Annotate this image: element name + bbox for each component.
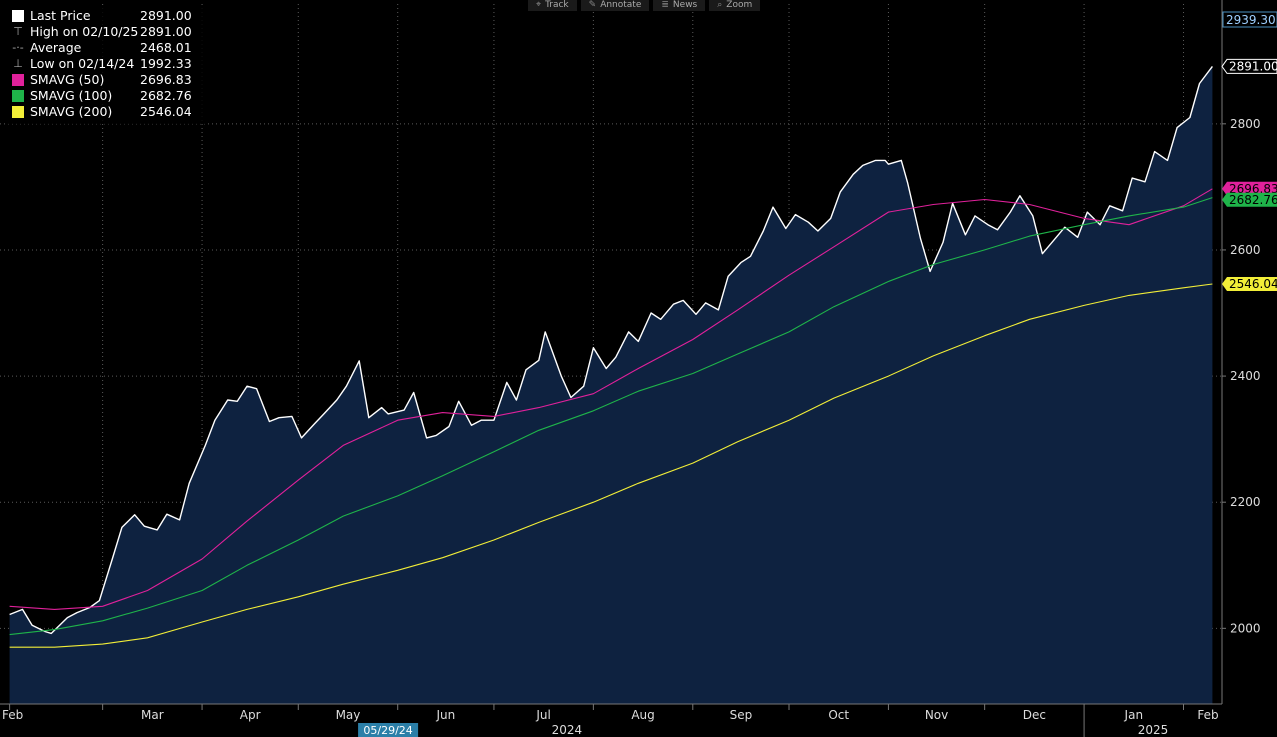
smavg-100-end-tag [1222, 192, 1277, 207]
top-price-label: 2939.30 [1226, 13, 1276, 27]
legend-row: SMAVG (100) 2682.76 [12, 88, 200, 104]
legend-row: SMAVG (50) 2696.83 [12, 72, 200, 88]
y-tick-label: 2000 [1230, 621, 1261, 635]
month-label: Sep [730, 708, 753, 722]
toolbar-zoom-button[interactable]: ⌕ Zoom [709, 0, 761, 11]
smavg-50-end-label: 2696.83 [1229, 182, 1277, 196]
legend-value: 1992.33 [140, 56, 192, 71]
toolbar-news-button[interactable]: ≣ News [653, 0, 706, 11]
month-label: Oct [828, 708, 849, 722]
legend-label: SMAVG (200) [30, 104, 113, 119]
chart-toolbar: ⌖ Track ✎ Annotate ≣ News ⌕ Zoom [528, 0, 761, 11]
month-label: Apr [240, 708, 261, 722]
month-label: Mar [141, 708, 164, 722]
smavg-200-end-label: 2546.04 [1229, 277, 1277, 291]
month-label: Feb [1197, 708, 1218, 722]
legend-label: SMAVG (100) [30, 88, 113, 103]
last-price-end-label: 2891.00 [1229, 59, 1277, 73]
y-tick-label: 2200 [1230, 495, 1261, 509]
crosshair-icon: ⌖ [536, 0, 542, 10]
year-label: 2025 [1138, 723, 1169, 737]
last-price-area [9, 66, 1213, 704]
last-price-line [9, 65, 1213, 635]
legend-glyph-icon: -·- [12, 41, 24, 54]
legend-value: 2468.01 [140, 40, 192, 55]
legend-glyph-icon: ⊥ [13, 57, 23, 70]
legend-swatch [12, 10, 24, 22]
news-icon: ≣ [661, 0, 669, 10]
legend-row: Last Price 2891.00 [12, 8, 200, 24]
year-label: 2024 [552, 723, 583, 737]
legend-label: Last Price [30, 8, 91, 23]
toolbar-track-button[interactable]: ⌖ Track [528, 0, 577, 11]
chart-legend: Last Price 2891.00 ⊤ High on 02/10/25 2891.0… [8, 6, 208, 124]
smavg-50-end-tag [1222, 181, 1277, 196]
smavg-200-end-tag [1222, 277, 1277, 291]
smavg-100-line [9, 197, 1213, 636]
legend-swatch [12, 90, 24, 102]
legend-value: 2891.00 [140, 24, 192, 39]
month-label: Aug [631, 708, 654, 722]
legend-label: Average [30, 40, 82, 55]
month-label: Jul [535, 708, 550, 722]
month-label: Feb [2, 708, 23, 722]
smavg-100-end-label: 2682.76 [1229, 193, 1277, 207]
legend-label: High on 02/10/25 [30, 24, 139, 39]
legend-value: 2696.83 [140, 72, 192, 87]
y-tick-label: 2600 [1230, 243, 1261, 257]
pencil-icon: ✎ [588, 0, 597, 10]
month-label: Jan [1124, 708, 1144, 722]
month-label: Dec [1023, 708, 1046, 722]
legend-row: -·- Average 2468.01 [12, 40, 200, 56]
toolbar-label: Annotate [600, 0, 642, 10]
legend-glyph-icon: ⊤ [13, 25, 23, 38]
legend-value: 2546.04 [140, 104, 192, 119]
month-label: Jun [435, 708, 455, 722]
highlight-date-label: 05/29/24 [363, 724, 412, 737]
top-price-box [1222, 11, 1277, 28]
toolbar-label: News [672, 0, 698, 10]
last-price-end-tag [1221, 58, 1277, 74]
month-label: Nov [925, 708, 948, 722]
smavg-50-line [9, 188, 1213, 610]
y-tick-label: 2400 [1230, 369, 1261, 383]
toolbar-annotate-button[interactable]: ✎ Annotate [580, 0, 650, 11]
legend-swatch [12, 106, 24, 118]
legend-swatch [12, 74, 24, 86]
legend-value: 2682.76 [140, 88, 192, 103]
legend-label: Low on 02/14/24 [30, 56, 135, 71]
smavg-200-line [9, 283, 1213, 648]
legend-row: ⊤ High on 02/10/25 2891.00 [12, 24, 200, 40]
legend-label: SMAVG (50) [30, 72, 105, 87]
legend-row: SMAVG (200) 2546.04 [12, 104, 200, 120]
zoom-icon: ⌕ [717, 0, 723, 10]
highlight-date-box [358, 723, 419, 737]
toolbar-label: Zoom [726, 0, 753, 10]
month-label: May [336, 708, 361, 722]
y-tick-label: 2800 [1230, 117, 1261, 131]
toolbar-label: Track [545, 0, 569, 10]
legend-row: ⊥ Low on 02/14/24 1992.33 [12, 56, 200, 72]
legend-value: 2891.00 [140, 8, 192, 23]
plot-area [9, 65, 1213, 704]
